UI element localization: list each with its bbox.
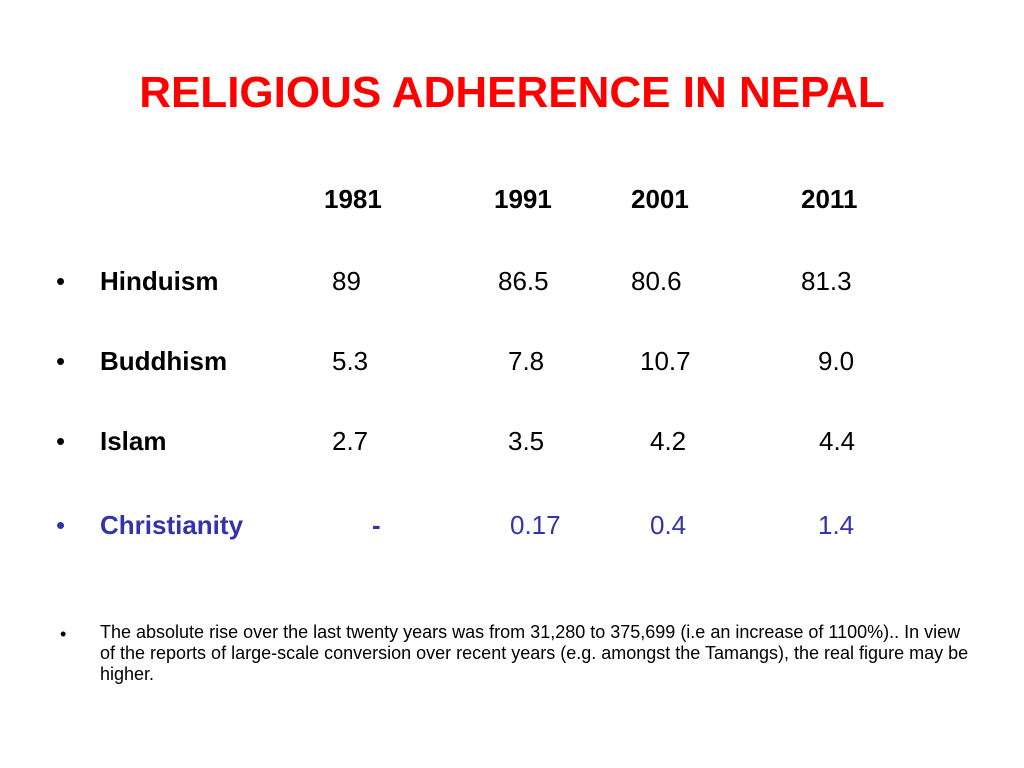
cell-buddhism-1981: 5.3 bbox=[332, 346, 369, 376]
cell-hinduism-2001: 80.6 bbox=[631, 266, 682, 296]
cell-christianity-2011: 1.4 bbox=[818, 510, 855, 540]
cell-buddhism-2001: 10.7 bbox=[640, 346, 691, 376]
cell-islam-1981: 2.7 bbox=[332, 426, 369, 456]
bullet-icon: • bbox=[56, 266, 66, 296]
bullet-icon: • bbox=[60, 624, 67, 644]
cell-hinduism-2011: 81.3 bbox=[801, 266, 852, 296]
row-label-hinduism: Hinduism bbox=[100, 266, 219, 296]
year-header-2001: 2001 bbox=[631, 184, 689, 214]
cell-islam-2001: 4.2 bbox=[650, 426, 687, 456]
cell-christianity-2001: 0.4 bbox=[650, 510, 687, 540]
footnote-text: The absolute rise over the last twenty y… bbox=[100, 622, 969, 684]
cell-buddhism-1991: 7.8 bbox=[508, 346, 545, 376]
cell-islam-2011: 4.4 bbox=[819, 426, 856, 456]
year-header-2011: 2011 bbox=[801, 184, 858, 214]
bullet-icon: • bbox=[56, 346, 66, 376]
cell-christianity-1991: 0.17 bbox=[510, 510, 561, 540]
bullet-icon: • bbox=[56, 426, 66, 456]
cell-buddhism-2011: 9.0 bbox=[818, 346, 855, 376]
cell-hinduism-1991: 86.5 bbox=[498, 266, 549, 296]
row-label-buddhism: Buddhism bbox=[100, 346, 228, 376]
row-label-christianity: Christianity bbox=[100, 510, 244, 540]
slide-title: RELIGIOUS ADHERENCE IN NEPAL bbox=[139, 68, 885, 117]
year-header-1981: 1981 bbox=[324, 184, 382, 214]
cell-christianity-1981: - bbox=[372, 510, 381, 540]
cell-hinduism-1981: 89 bbox=[332, 266, 361, 296]
cell-islam-1991: 3.5 bbox=[508, 426, 545, 456]
row-label-islam: Islam bbox=[100, 426, 167, 456]
bullet-icon: • bbox=[56, 510, 66, 540]
year-header-1991: 1991 bbox=[494, 184, 552, 214]
